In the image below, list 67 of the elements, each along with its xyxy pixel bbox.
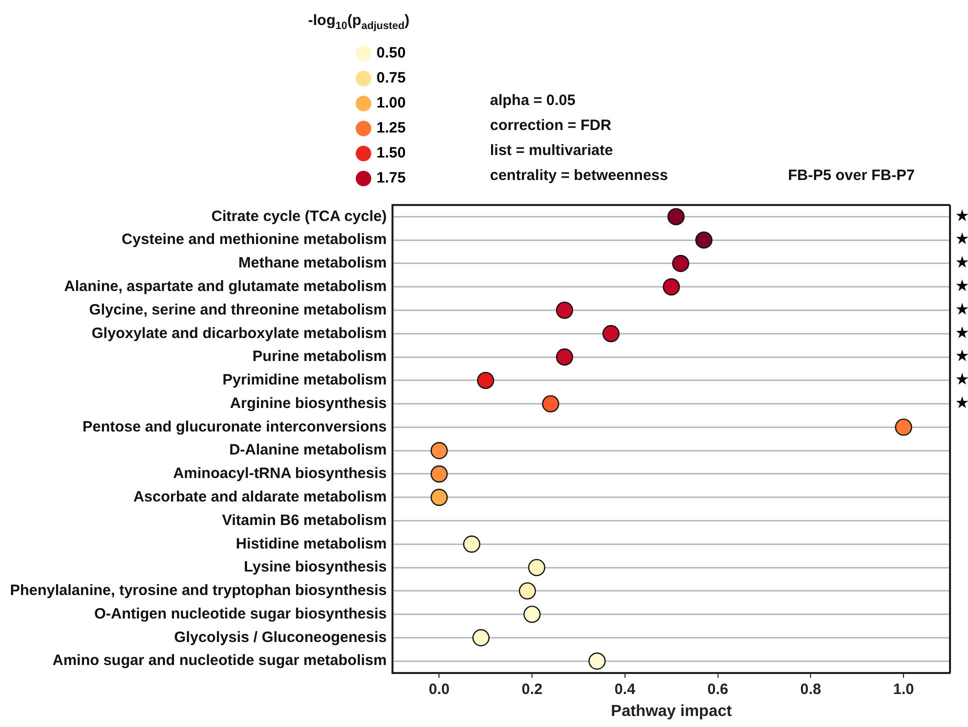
point	[463, 536, 480, 553]
point	[477, 372, 494, 390]
legend-label: 0.50	[376, 44, 406, 62]
point	[662, 278, 680, 296]
legend-label: 1.75	[376, 170, 406, 187]
text: ★	[955, 346, 968, 366]
point	[667, 208, 685, 226]
legend-label: 0.75	[376, 70, 406, 87]
point	[528, 558, 546, 576]
y-tick-label: Glycolysis / Gluconeogenesis	[174, 628, 387, 646]
point	[556, 348, 574, 366]
text: correction = FDR	[490, 116, 612, 136]
point	[542, 395, 560, 412]
x-tick-label: 0.0	[428, 680, 450, 698]
y-tick-label: Pyrimidine metabolism	[222, 372, 387, 389]
point	[430, 465, 448, 483]
y-tick-label: Amino sugar and nucleotide sugar metabolism	[52, 652, 387, 670]
x-axis-title: Pathway impact	[610, 702, 733, 720]
point	[430, 442, 448, 460]
legend-label: 1.50	[376, 144, 406, 162]
y-tick-label: Methane metabolism	[238, 254, 387, 272]
point	[695, 231, 712, 249]
text: ★	[955, 322, 968, 342]
y-tick-label: Alanine, aspartate and glutamate metabolism	[64, 278, 387, 296]
y-tick-label: Vitamin B6 metabolism	[222, 512, 387, 529]
point	[472, 629, 490, 646]
y-tick-label: Phenylalanine, tyrosine and tryptophan biosynthesis	[10, 582, 387, 600]
x-tick-label: 0.6	[707, 680, 728, 698]
legend-label: 1.25	[376, 120, 406, 137]
text: ★	[955, 206, 968, 225]
point	[523, 606, 541, 623]
y-tick-label: O-Antigen nucleotide sugar biosynthesis	[94, 605, 387, 622]
y-tick-label: D-Alanine metabolism	[229, 442, 387, 459]
text: ★	[955, 276, 968, 296]
y-tick-label: Aminoacyl-tRNA biosynthesis	[173, 465, 387, 482]
text: centrality = betweenness	[490, 166, 668, 186]
text: list = multivariate	[490, 141, 613, 161]
legend-label: 1.00	[376, 94, 406, 112]
text: alpha = 0.05	[490, 91, 576, 111]
y-tick-label: Glycine, serine and threonine metabolism	[89, 301, 387, 318]
point	[556, 302, 574, 319]
point	[588, 652, 606, 670]
text: ★	[955, 229, 968, 248]
legend-title: -log$_{10}$(p$_{adjusted}$)	[308, 12, 410, 32]
y-tick-label: Cysteine and methionine metabolism	[122, 231, 387, 248]
x-tick-label: 0.2	[522, 680, 542, 698]
point	[672, 254, 690, 272]
text: ★	[955, 299, 968, 318]
x-tick-label: 0.4	[614, 680, 636, 698]
y-tick-label: Histidine metabolism	[236, 535, 387, 552]
y-tick-label: Glyoxylate and dicarboxylate metabolism	[92, 324, 387, 342]
y-tick-label: Arginine biosynthesis	[230, 394, 387, 412]
y-tick-label: Lysine biosynthesis	[244, 558, 387, 576]
point	[518, 582, 536, 600]
y-tick-label: Ascorbate and aldarate metabolism	[133, 488, 387, 506]
point	[602, 325, 620, 342]
x-tick-label: 0.8	[800, 680, 822, 698]
point	[430, 488, 448, 506]
y-tick-label: Citrate cycle (TCA cycle)	[211, 208, 387, 225]
text: ★	[955, 252, 968, 272]
y-tick-label: Purine metabolism	[252, 348, 387, 366]
text: ★	[955, 370, 968, 389]
text: ★	[955, 392, 968, 412]
point	[894, 418, 912, 436]
chart-title: FB-P5 over FB-P7	[788, 166, 915, 186]
y-tick-label: Pentose and glucuronate interconversions	[82, 418, 387, 436]
x-tick-label: 1.0	[893, 680, 914, 698]
